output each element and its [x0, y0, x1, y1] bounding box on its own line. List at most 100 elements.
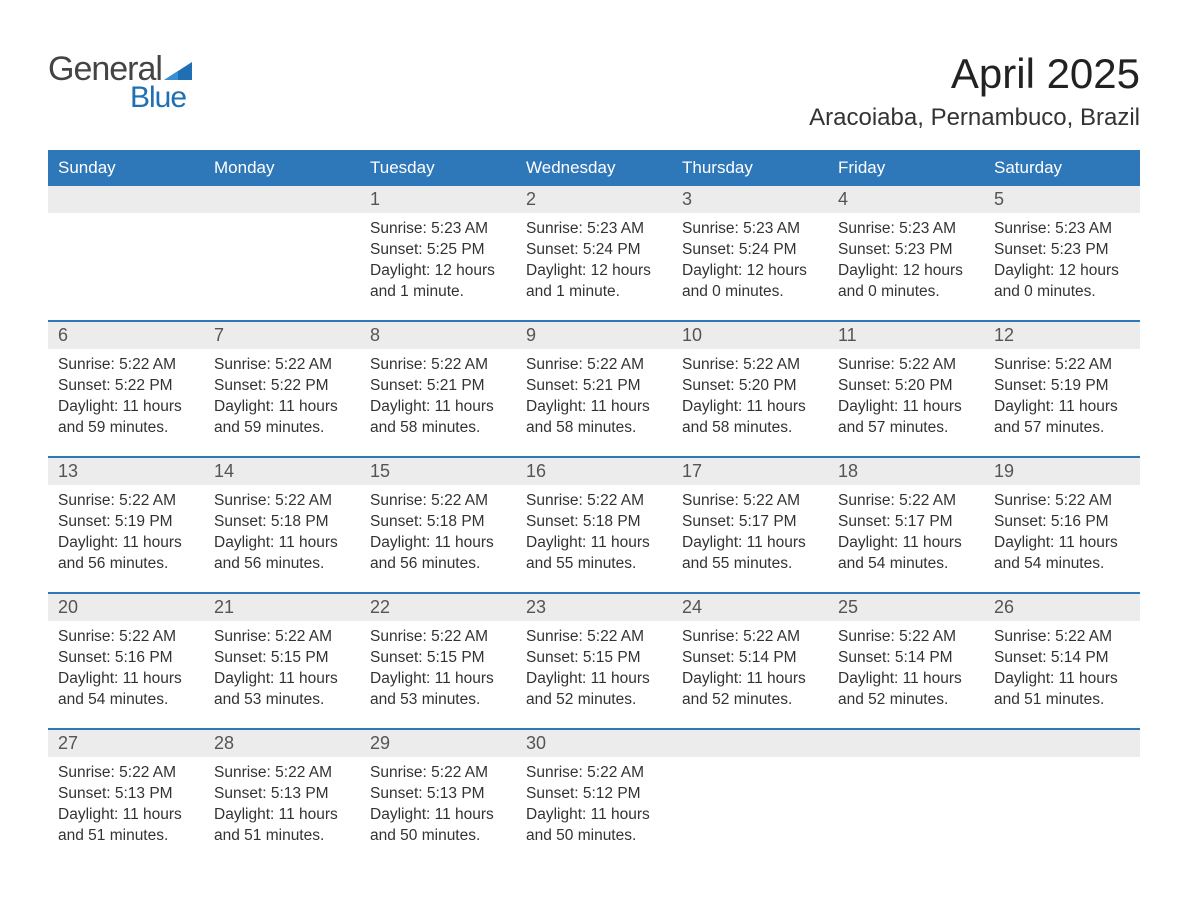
- week-number-row: 6789101112: [48, 321, 1140, 349]
- day-number: 7: [204, 322, 360, 349]
- calendar-cell: Sunrise: 5:22 AMSunset: 5:21 PMDaylight:…: [360, 349, 516, 457]
- calendar-cell: Sunrise: 5:22 AMSunset: 5:17 PMDaylight:…: [672, 485, 828, 593]
- day-number: 26: [984, 594, 1140, 621]
- day-number: 18: [828, 458, 984, 485]
- day-number: 30: [516, 730, 672, 757]
- calendar-cell: Sunrise: 5:23 AMSunset: 5:24 PMDaylight:…: [672, 213, 828, 321]
- day-number: 21: [204, 594, 360, 621]
- day-number: [828, 730, 984, 757]
- day-content: Sunrise: 5:22 AMSunset: 5:15 PMDaylight:…: [360, 621, 516, 721]
- day-content: Sunrise: 5:22 AMSunset: 5:14 PMDaylight:…: [828, 621, 984, 721]
- logo: General Blue: [48, 50, 192, 115]
- day-number: 14: [204, 458, 360, 485]
- week-content-row: Sunrise: 5:22 AMSunset: 5:13 PMDaylight:…: [48, 757, 1140, 865]
- calendar-cell: Sunrise: 5:22 AMSunset: 5:22 PMDaylight:…: [48, 349, 204, 457]
- calendar-cell: [672, 757, 828, 865]
- day-number: 4: [828, 186, 984, 213]
- day-content: Sunrise: 5:22 AMSunset: 5:14 PMDaylight:…: [672, 621, 828, 721]
- week-content-row: Sunrise: 5:22 AMSunset: 5:22 PMDaylight:…: [48, 349, 1140, 457]
- day-content: Sunrise: 5:22 AMSunset: 5:20 PMDaylight:…: [672, 349, 828, 449]
- week-number-row: 27282930: [48, 729, 1140, 757]
- calendar-body: 12345Sunrise: 5:23 AMSunset: 5:25 PMDayl…: [48, 186, 1140, 865]
- week-content-row: Sunrise: 5:22 AMSunset: 5:19 PMDaylight:…: [48, 485, 1140, 593]
- day-number: 29: [360, 730, 516, 757]
- day-content: Sunrise: 5:22 AMSunset: 5:15 PMDaylight:…: [516, 621, 672, 721]
- week-number-row: 20212223242526: [48, 593, 1140, 621]
- day-number: 27: [48, 730, 204, 757]
- calendar-cell: Sunrise: 5:22 AMSunset: 5:14 PMDaylight:…: [828, 621, 984, 729]
- calendar-cell: Sunrise: 5:22 AMSunset: 5:22 PMDaylight:…: [204, 349, 360, 457]
- day-content: Sunrise: 5:22 AMSunset: 5:16 PMDaylight:…: [48, 621, 204, 721]
- day-number: [984, 730, 1140, 757]
- calendar-cell: Sunrise: 5:22 AMSunset: 5:13 PMDaylight:…: [204, 757, 360, 865]
- day-number: 8: [360, 322, 516, 349]
- day-content: Sunrise: 5:22 AMSunset: 5:17 PMDaylight:…: [828, 485, 984, 585]
- calendar-cell: Sunrise: 5:22 AMSunset: 5:19 PMDaylight:…: [48, 485, 204, 593]
- calendar-cell: Sunrise: 5:22 AMSunset: 5:18 PMDaylight:…: [204, 485, 360, 593]
- day-content: Sunrise: 5:23 AMSunset: 5:25 PMDaylight:…: [360, 213, 516, 313]
- day-number: [672, 730, 828, 757]
- day-content: Sunrise: 5:23 AMSunset: 5:24 PMDaylight:…: [672, 213, 828, 313]
- calendar-cell: [48, 213, 204, 321]
- day-header: Monday: [204, 150, 360, 186]
- calendar-cell: Sunrise: 5:22 AMSunset: 5:16 PMDaylight:…: [984, 485, 1140, 593]
- day-content: Sunrise: 5:22 AMSunset: 5:21 PMDaylight:…: [360, 349, 516, 449]
- calendar-cell: Sunrise: 5:22 AMSunset: 5:14 PMDaylight:…: [984, 621, 1140, 729]
- week-content-row: Sunrise: 5:23 AMSunset: 5:25 PMDaylight:…: [48, 213, 1140, 321]
- calendar-cell: Sunrise: 5:22 AMSunset: 5:18 PMDaylight:…: [516, 485, 672, 593]
- week-number-row: 12345: [48, 186, 1140, 213]
- calendar-cell: Sunrise: 5:22 AMSunset: 5:21 PMDaylight:…: [516, 349, 672, 457]
- day-content: Sunrise: 5:22 AMSunset: 5:21 PMDaylight:…: [516, 349, 672, 449]
- page-title: April 2025: [809, 50, 1140, 98]
- calendar-cell: Sunrise: 5:23 AMSunset: 5:23 PMDaylight:…: [828, 213, 984, 321]
- day-content: Sunrise: 5:22 AMSunset: 5:22 PMDaylight:…: [48, 349, 204, 449]
- day-number: 12: [984, 322, 1140, 349]
- day-content: Sunrise: 5:22 AMSunset: 5:15 PMDaylight:…: [204, 621, 360, 721]
- calendar-cell: Sunrise: 5:23 AMSunset: 5:25 PMDaylight:…: [360, 213, 516, 321]
- day-content: Sunrise: 5:22 AMSunset: 5:13 PMDaylight:…: [204, 757, 360, 857]
- day-number: 10: [672, 322, 828, 349]
- day-content: Sunrise: 5:22 AMSunset: 5:13 PMDaylight:…: [360, 757, 516, 857]
- logo-flag-icon: [164, 62, 192, 80]
- day-number: 17: [672, 458, 828, 485]
- calendar-cell: Sunrise: 5:22 AMSunset: 5:12 PMDaylight:…: [516, 757, 672, 865]
- day-number: 1: [360, 186, 516, 213]
- day-number: [48, 186, 204, 213]
- day-number: 3: [672, 186, 828, 213]
- calendar-cell: [984, 757, 1140, 865]
- day-content: Sunrise: 5:22 AMSunset: 5:20 PMDaylight:…: [828, 349, 984, 449]
- day-header: Wednesday: [516, 150, 672, 186]
- week-content-row: Sunrise: 5:22 AMSunset: 5:16 PMDaylight:…: [48, 621, 1140, 729]
- day-number: 2: [516, 186, 672, 213]
- day-number: 19: [984, 458, 1140, 485]
- day-number: 23: [516, 594, 672, 621]
- day-content: Sunrise: 5:22 AMSunset: 5:19 PMDaylight:…: [48, 485, 204, 585]
- calendar-cell: Sunrise: 5:22 AMSunset: 5:20 PMDaylight:…: [828, 349, 984, 457]
- day-content: Sunrise: 5:22 AMSunset: 5:16 PMDaylight:…: [984, 485, 1140, 585]
- calendar-header-row: SundayMondayTuesdayWednesdayThursdayFrid…: [48, 150, 1140, 186]
- day-content: Sunrise: 5:23 AMSunset: 5:23 PMDaylight:…: [828, 213, 984, 313]
- day-header: Thursday: [672, 150, 828, 186]
- day-content: Sunrise: 5:22 AMSunset: 5:12 PMDaylight:…: [516, 757, 672, 857]
- day-header: Sunday: [48, 150, 204, 186]
- calendar-cell: [204, 213, 360, 321]
- day-number: 13: [48, 458, 204, 485]
- calendar-cell: Sunrise: 5:22 AMSunset: 5:13 PMDaylight:…: [360, 757, 516, 865]
- day-number: 16: [516, 458, 672, 485]
- day-number: 5: [984, 186, 1140, 213]
- day-number: 22: [360, 594, 516, 621]
- day-number: 15: [360, 458, 516, 485]
- calendar-cell: Sunrise: 5:22 AMSunset: 5:19 PMDaylight:…: [984, 349, 1140, 457]
- day-number: 28: [204, 730, 360, 757]
- day-number: 20: [48, 594, 204, 621]
- location-text: Aracoiaba, Pernambuco, Brazil: [809, 104, 1140, 132]
- day-number: 6: [48, 322, 204, 349]
- day-content: Sunrise: 5:22 AMSunset: 5:14 PMDaylight:…: [984, 621, 1140, 721]
- week-number-row: 13141516171819: [48, 457, 1140, 485]
- day-content: Sunrise: 5:22 AMSunset: 5:18 PMDaylight:…: [360, 485, 516, 585]
- calendar-cell: Sunrise: 5:22 AMSunset: 5:15 PMDaylight:…: [516, 621, 672, 729]
- header: General Blue April 2025 Aracoiaba, Perna…: [48, 50, 1140, 132]
- calendar-cell: Sunrise: 5:22 AMSunset: 5:18 PMDaylight:…: [360, 485, 516, 593]
- calendar-cell: [828, 757, 984, 865]
- day-content: Sunrise: 5:22 AMSunset: 5:17 PMDaylight:…: [672, 485, 828, 585]
